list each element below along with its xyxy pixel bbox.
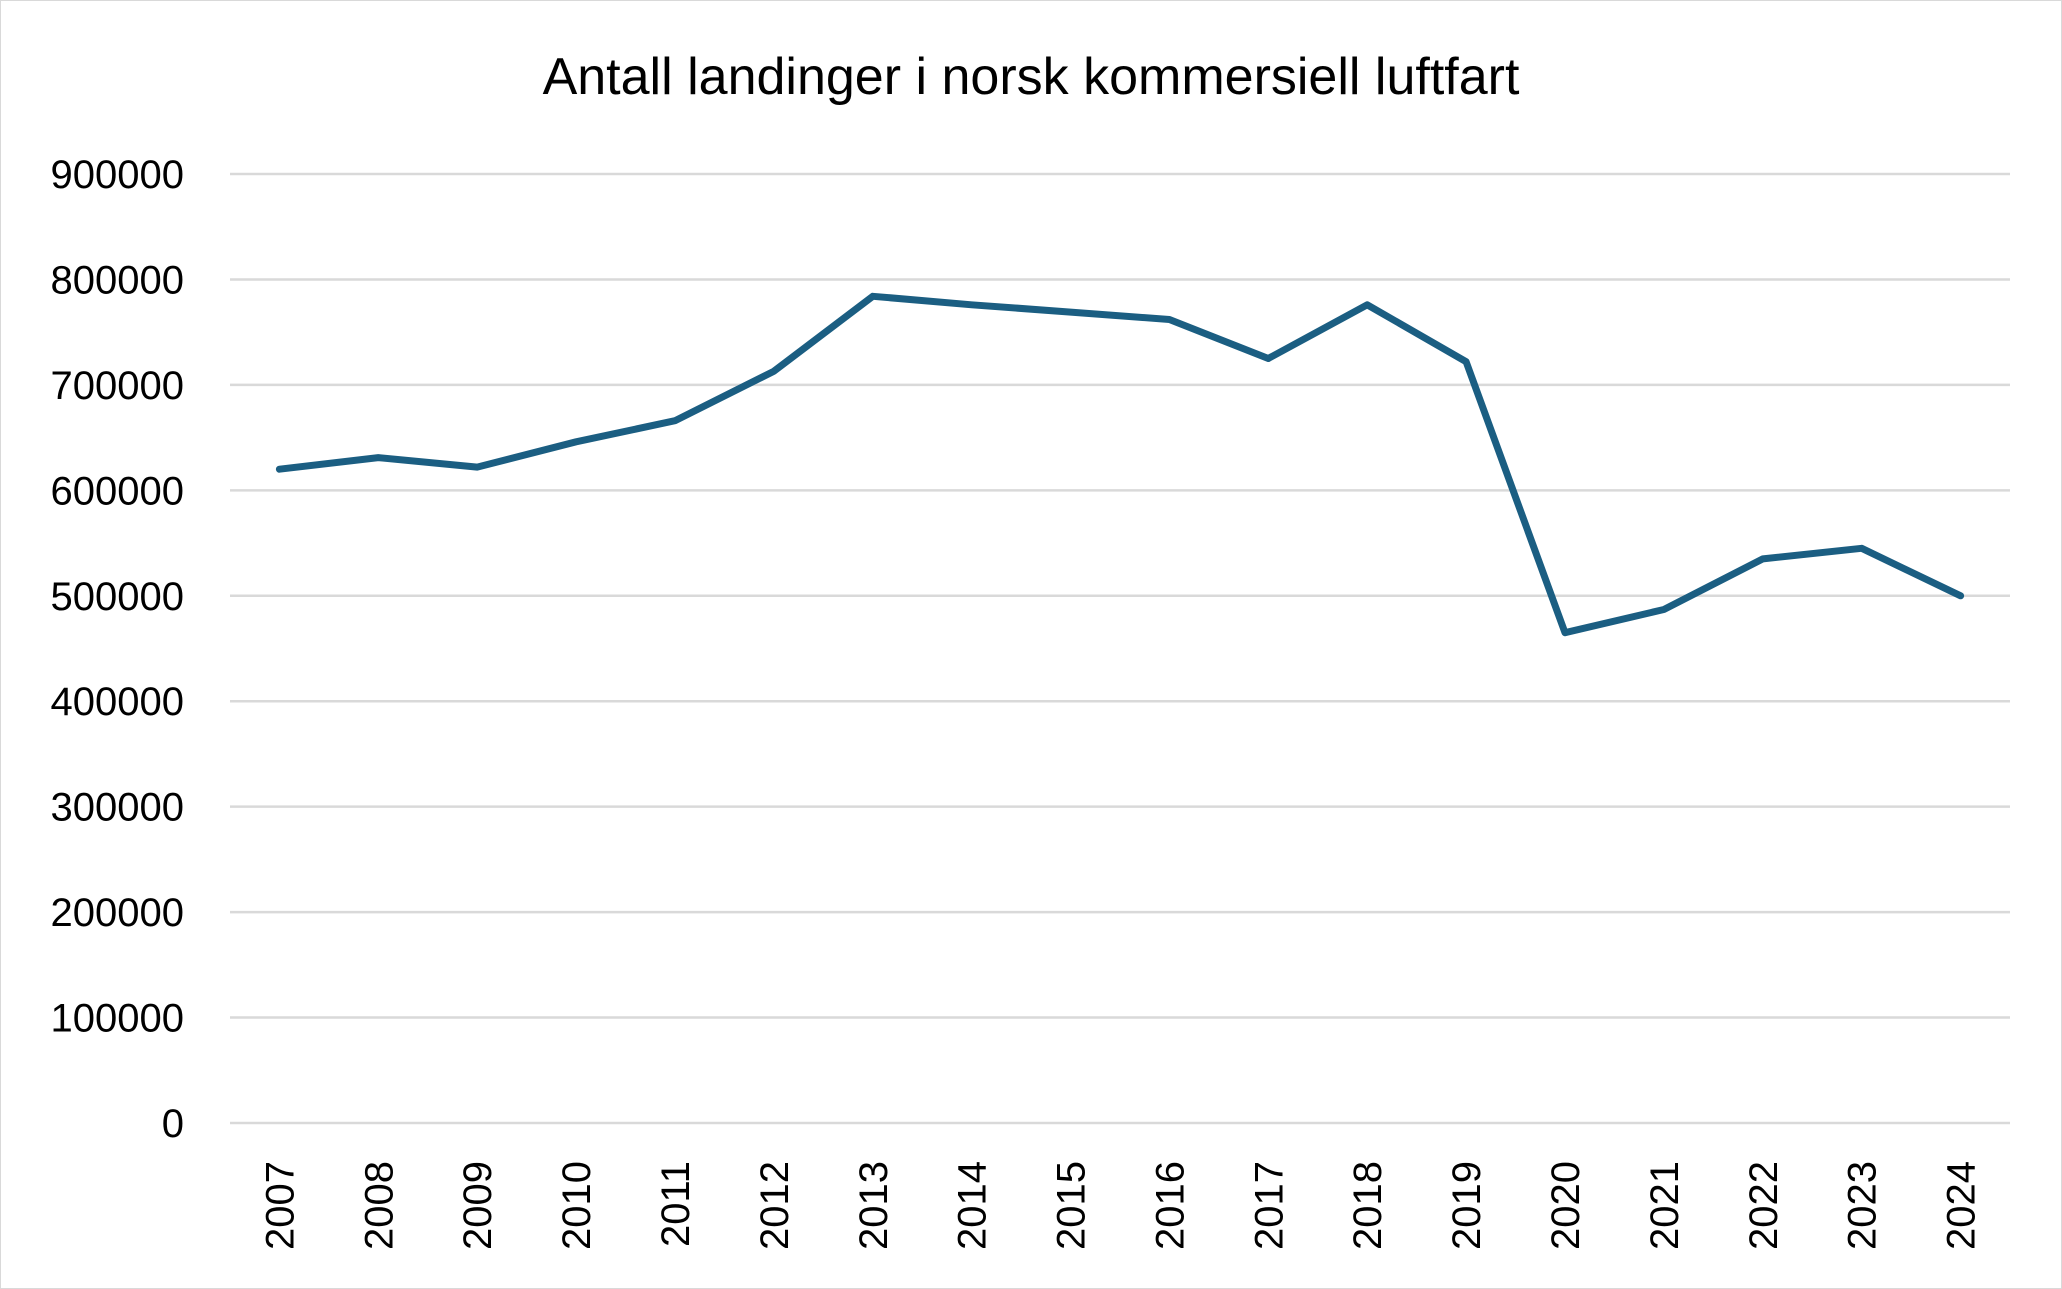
data-point-2020 bbox=[1562, 629, 1568, 636]
data-point-2016 bbox=[1166, 316, 1173, 323]
x-tick-label: 2023 bbox=[1841, 1161, 1885, 1250]
series-layer bbox=[275, 292, 1965, 637]
x-tick-label: 2024 bbox=[1940, 1161, 1984, 1250]
x-tick-label: 2011 bbox=[654, 1161, 698, 1247]
x-tick-label: 2012 bbox=[753, 1161, 797, 1250]
x-tick-label: 2017 bbox=[1247, 1161, 1291, 1250]
x-tick-label: 2018 bbox=[1346, 1161, 1390, 1250]
data-point-2008 bbox=[375, 454, 382, 461]
y-tick-label: 800000 bbox=[51, 258, 184, 302]
x-tick-label: 2022 bbox=[1742, 1161, 1786, 1250]
data-point-2011 bbox=[672, 417, 678, 424]
series-line bbox=[275, 292, 1965, 637]
data-point-2024 bbox=[1957, 592, 1964, 599]
y-tick-label: 100000 bbox=[51, 997, 184, 1041]
data-point-2018 bbox=[1364, 301, 1371, 308]
y-tick-label: 200000 bbox=[51, 891, 184, 935]
chart-title: Antall landinger i norsk kommersiell luf… bbox=[543, 48, 1520, 106]
x-tick-label: 2021 bbox=[1643, 1161, 1687, 1250]
x-axis-tick-labels: 2007 2008 2009 2010 2011 2012 2013 2014 2015 2016… bbox=[258, 1161, 1983, 1250]
data-point-2012 bbox=[770, 368, 777, 375]
y-tick-label: 900000 bbox=[51, 153, 184, 197]
data-point-2023 bbox=[1858, 545, 1865, 552]
data-point-2017 bbox=[1265, 355, 1272, 362]
y-tick-label: 700000 bbox=[51, 364, 184, 408]
data-point-2009 bbox=[474, 464, 481, 471]
x-tick-label: 2015 bbox=[1050, 1161, 1094, 1250]
data-point-2019 bbox=[1463, 358, 1470, 365]
x-tick-label: 2008 bbox=[357, 1161, 401, 1250]
x-tick-label: 2013 bbox=[852, 1161, 896, 1250]
x-tick-label: 2016 bbox=[1148, 1161, 1192, 1250]
y-axis-tick-labels: 0 100000 200000 300000 400000 500000 600000 700… bbox=[51, 153, 184, 1146]
y-tick-label: 500000 bbox=[51, 575, 184, 619]
data-point-2015 bbox=[1067, 309, 1074, 316]
data-point-2022 bbox=[1759, 555, 1766, 562]
data-point-2007 bbox=[276, 466, 283, 473]
y-tick-label: 0 bbox=[162, 1102, 184, 1146]
data-point-2013 bbox=[869, 293, 876, 300]
x-tick-label: 2020 bbox=[1544, 1161, 1588, 1250]
data-point-2014 bbox=[968, 301, 975, 308]
gridlines bbox=[230, 172, 2010, 1125]
y-tick-label: 400000 bbox=[51, 680, 184, 724]
x-tick-label: 2010 bbox=[555, 1161, 599, 1250]
x-tick-label: 2019 bbox=[1445, 1161, 1489, 1250]
data-point-2021 bbox=[1660, 606, 1667, 613]
x-tick-label: 2009 bbox=[456, 1161, 500, 1250]
x-tick-label: 2007 bbox=[258, 1161, 302, 1250]
y-tick-label: 300000 bbox=[51, 786, 184, 830]
x-tick-label: 2014 bbox=[951, 1161, 995, 1250]
data-point-2010 bbox=[573, 438, 580, 445]
y-tick-label: 600000 bbox=[51, 469, 184, 513]
